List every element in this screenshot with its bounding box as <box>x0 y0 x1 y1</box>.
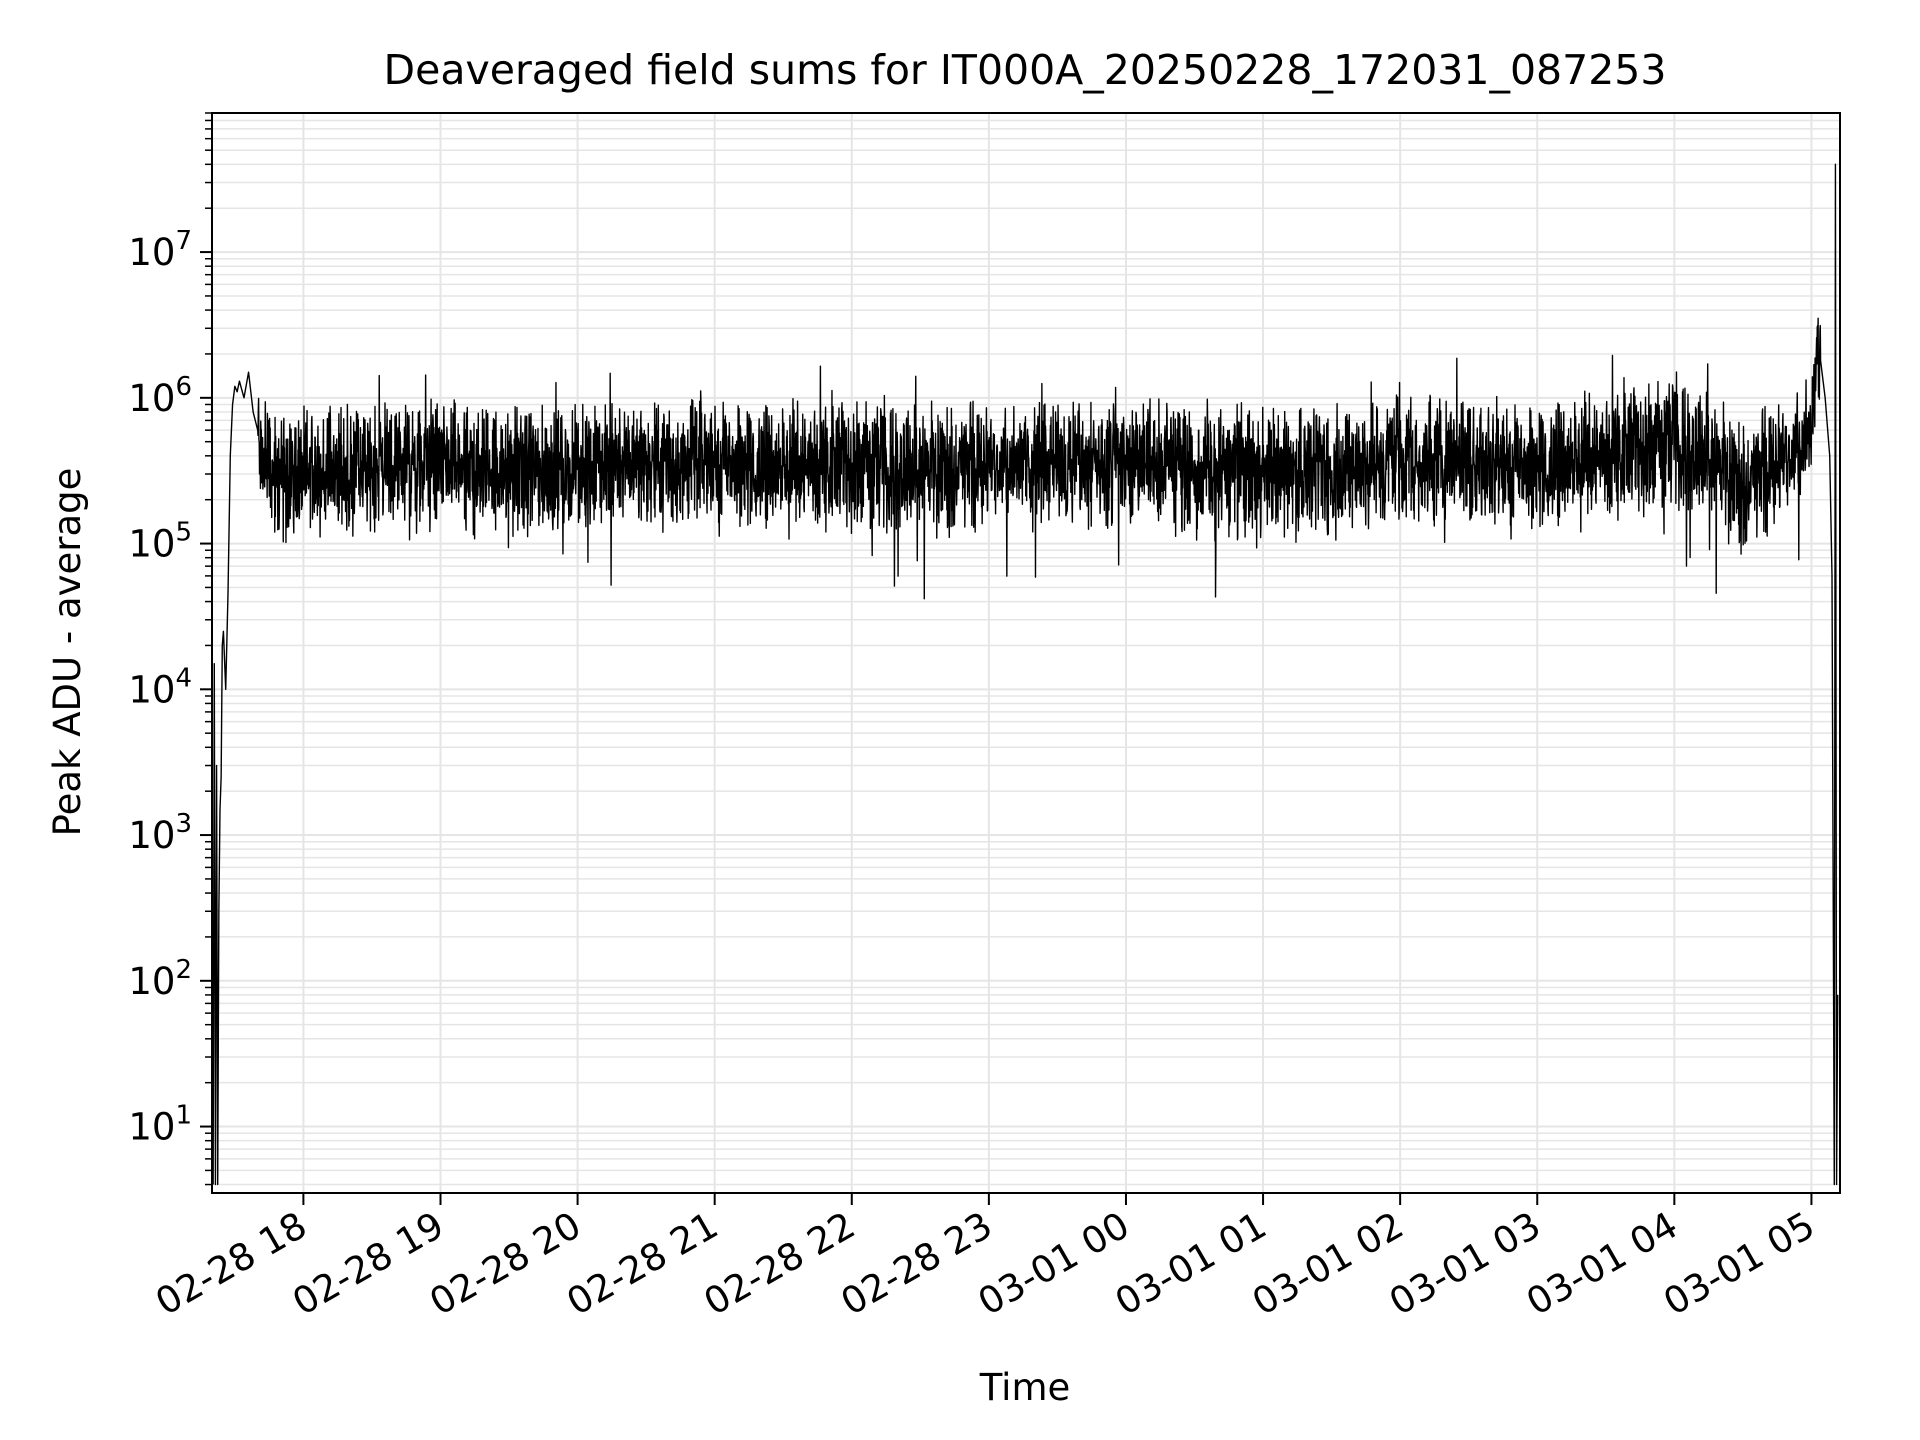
x-axis-label: Time <box>979 1366 1071 1409</box>
x-tick-label: 02-28 22 <box>697 1204 863 1324</box>
y-tick-label: 102 <box>128 955 192 1003</box>
y-tick-exponent: 2 <box>175 955 192 985</box>
y-tick-exponent: 3 <box>175 809 192 839</box>
x-tick-label: 02-28 19 <box>285 1204 451 1324</box>
y-tick-label: 105 <box>128 518 192 566</box>
y-tick-exponent: 5 <box>175 518 192 548</box>
y-tick-exponent: 7 <box>175 226 192 256</box>
y-tick-label: 107 <box>128 226 192 274</box>
series-layer <box>212 163 1839 1186</box>
chart-title: Deaveraged field sums for IT000A_2025022… <box>384 46 1667 94</box>
grid <box>212 112 1840 1193</box>
x-tick-label: 02-28 20 <box>423 1204 589 1324</box>
x-tick-label: 03-01 03 <box>1382 1204 1548 1324</box>
y-tick-exponent: 6 <box>175 372 192 402</box>
x-tick-label: 03-01 00 <box>971 1204 1137 1324</box>
x-tick-label: 02-28 21 <box>560 1204 726 1324</box>
y-tick-label: 101 <box>128 1101 192 1149</box>
x-tick-label: 03-01 01 <box>1108 1204 1274 1324</box>
plot-frame <box>211 112 1841 1194</box>
x-tick-label: 02-28 23 <box>834 1204 1000 1324</box>
x-tick-label: 02-28 18 <box>148 1204 314 1324</box>
y-tick-exponent: 1 <box>175 1101 192 1131</box>
x-tick-label: 03-01 02 <box>1245 1204 1411 1324</box>
y-tick-exponent: 4 <box>175 663 192 693</box>
x-tick-label: 03-01 05 <box>1656 1204 1822 1324</box>
y-tick-label: 103 <box>128 809 192 857</box>
y-tick-label: 104 <box>128 663 192 711</box>
x-tick-label: 03-01 04 <box>1519 1204 1685 1324</box>
series-line <box>212 163 1839 1186</box>
y-axis-label: Peak ADU - average <box>46 468 89 837</box>
y-tick-label: 106 <box>128 372 192 420</box>
